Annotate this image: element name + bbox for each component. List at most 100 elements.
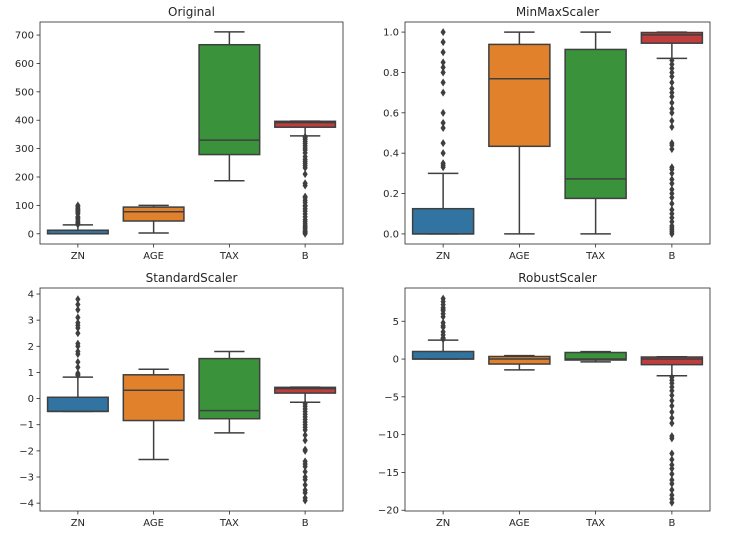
box-iqr xyxy=(488,355,551,365)
y-tick-label: −20 xyxy=(378,506,399,517)
y-tick-label: 5 xyxy=(393,317,399,328)
outlier-point xyxy=(669,145,675,154)
outlier-point xyxy=(669,391,675,400)
outlier-point xyxy=(669,205,675,214)
y-tick-label: 0.2 xyxy=(383,189,399,200)
outlier-point xyxy=(440,28,446,37)
outlier-point xyxy=(440,294,446,303)
outlier-point xyxy=(302,467,308,476)
y-tick-label: 4 xyxy=(28,290,34,301)
outlier-point xyxy=(440,123,446,132)
box-iqr xyxy=(46,396,109,413)
y-tick-label: 1 xyxy=(28,368,34,379)
axes-frame xyxy=(404,21,711,245)
subplot-original: Original 0 100 200 300 400 500 600 700 ZN AGE TAX B xyxy=(15,5,344,262)
outlier-point xyxy=(440,139,446,148)
y-tick-label: 500 xyxy=(15,87,34,98)
x-tick-label: B xyxy=(668,518,675,529)
outlier-point xyxy=(302,132,308,141)
outlier-point xyxy=(669,449,675,458)
outlier-point xyxy=(440,118,446,127)
outlier-point xyxy=(669,221,675,230)
subplot-title: Original xyxy=(168,5,215,19)
outlier-point xyxy=(669,476,675,485)
x-tick-label: TAX xyxy=(585,251,605,262)
box-zn xyxy=(411,294,475,360)
outlier-point xyxy=(440,38,446,47)
x-tick-label: TAX xyxy=(219,518,239,529)
outlier-point xyxy=(669,56,675,65)
axes-frame xyxy=(39,287,344,512)
x-tick-label: AGE xyxy=(509,251,530,262)
outlier-point xyxy=(75,363,81,372)
y-tick-label: −3 xyxy=(19,473,34,484)
outlier-point xyxy=(75,313,81,322)
box-iqr xyxy=(640,356,704,366)
outlier-point xyxy=(669,485,675,494)
outlier-point xyxy=(440,108,446,117)
outlier-point xyxy=(302,192,308,201)
y-tick-label: 0.0 xyxy=(383,229,399,240)
outlier-point xyxy=(669,193,675,202)
x-tick-label: TAX xyxy=(219,251,239,262)
outlier-point xyxy=(669,213,675,222)
subplot-standardscaler: StandardScaler −4 −3 −2 −1 0 1 2 3 4 ZN AGE TAX B xyxy=(19,271,344,529)
y-tick-label: 1.0 xyxy=(383,28,399,39)
outlier-point xyxy=(669,185,675,194)
outlier-point xyxy=(669,139,675,148)
outlier-point xyxy=(75,357,81,366)
y-tick-label: 600 xyxy=(15,59,34,70)
y-tick-label: −2 xyxy=(19,446,34,457)
outlier-point xyxy=(302,493,308,502)
outlier-point xyxy=(75,305,81,314)
outlier-point xyxy=(302,179,308,188)
y-tick-label: −1 xyxy=(19,420,34,431)
outlier-point xyxy=(440,68,446,77)
outlier-point xyxy=(669,407,675,416)
outlier-point xyxy=(302,473,308,482)
y-tick-label: 0 xyxy=(28,229,34,240)
box-b xyxy=(274,120,337,238)
outlier-point xyxy=(669,419,675,428)
outlier-point xyxy=(302,480,308,489)
y-tick-label: 0.6 xyxy=(383,108,399,119)
y-tick-label: −10 xyxy=(378,430,399,441)
box-iqr xyxy=(122,206,185,222)
subplot-title: MinMaxScaler xyxy=(516,5,599,19)
outlier-point xyxy=(302,486,308,495)
outlier-point xyxy=(669,491,675,500)
outlier-point xyxy=(302,170,308,179)
box-age xyxy=(122,204,185,234)
y-tick-label: −15 xyxy=(378,468,399,479)
box-iqr xyxy=(411,350,475,360)
x-tick-label: B xyxy=(302,251,309,262)
box-zn xyxy=(46,201,109,235)
outlier-point xyxy=(302,399,308,408)
outlier-point xyxy=(669,414,675,423)
outlier-point xyxy=(669,92,675,101)
outlier-point xyxy=(302,431,308,440)
outlier-point xyxy=(669,169,675,178)
axes-frame xyxy=(39,21,344,245)
subplot-robustscaler: RobustScaler −20 −15 −10 −5 0 5 ZN AGE TAX B xyxy=(378,271,711,529)
box-tax xyxy=(198,350,261,434)
outlier-point xyxy=(669,122,675,131)
box-age xyxy=(488,354,551,371)
x-tick-label: ZN xyxy=(71,518,85,529)
outlier-point xyxy=(669,460,675,469)
box-iqr xyxy=(198,43,261,156)
outlier-point xyxy=(669,189,675,198)
box-iqr xyxy=(411,207,475,235)
box-iqr xyxy=(488,43,551,148)
outlier-point xyxy=(75,295,81,304)
outlier-point xyxy=(75,329,81,338)
outlier-point xyxy=(302,445,308,454)
outlier-point xyxy=(75,339,81,348)
y-tick-label: 200 xyxy=(15,173,34,184)
y-tick-label: 2 xyxy=(28,342,34,353)
outlier-point xyxy=(669,88,675,97)
y-tick-label: −4 xyxy=(19,499,34,510)
outlier-point xyxy=(440,88,446,97)
box-tax xyxy=(564,350,627,363)
